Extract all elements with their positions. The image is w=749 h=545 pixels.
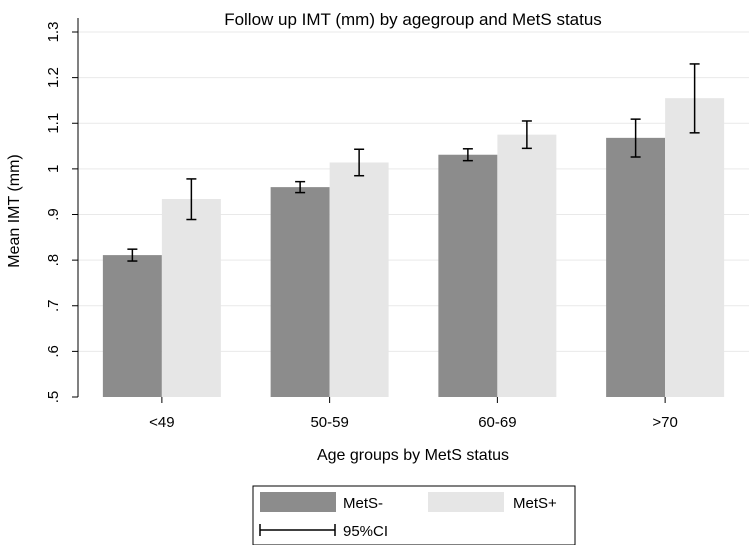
error-bars	[127, 63, 700, 262]
y-tick-label: 1	[45, 165, 62, 173]
bar	[606, 137, 666, 397]
chart-title: Follow up IMT (mm) by agegroup and MetS …	[224, 10, 602, 29]
legend-ci-symbol	[259, 524, 336, 536]
bars	[102, 98, 725, 397]
bar	[329, 162, 389, 397]
y-tick-label: .8	[45, 254, 62, 267]
y-ticks: .5 .6 .7 .8 .9 1 1.1 1.2 1.3	[45, 22, 78, 404]
legend-label-mets-plus: MetS+	[513, 495, 557, 512]
y-axis-label: Mean IMT (mm)	[6, 154, 23, 267]
bar	[270, 187, 330, 397]
legend-swatch-mets-minus	[260, 492, 336, 512]
x-ticks: <49 50-59 60-69 >70	[149, 397, 678, 431]
y-tick-label: .6	[45, 345, 62, 358]
y-tick-label: .5	[45, 391, 62, 404]
y-tick-label: 1.3	[45, 22, 62, 43]
y-tick-label: .9	[45, 208, 62, 221]
bar	[161, 198, 221, 397]
y-tick-label: 1.2	[45, 67, 62, 88]
bar	[497, 134, 557, 397]
x-axis-label: Age groups by MetS status	[317, 447, 509, 464]
bar	[102, 255, 162, 397]
legend: MetS- MetS+ 95%CI	[252, 485, 576, 545]
x-tick-label: 60-69	[478, 414, 516, 431]
bar	[665, 98, 725, 397]
y-tick-label: .7	[45, 299, 62, 312]
legend-label-ci: 95%CI	[343, 523, 388, 540]
bar	[438, 154, 498, 397]
legend-label-mets-minus: MetS-	[343, 495, 383, 512]
x-tick-label: 50-59	[310, 414, 348, 431]
x-tick-label: >70	[652, 414, 677, 431]
legend-swatch-mets-plus	[428, 492, 504, 512]
y-tick-label: 1.1	[45, 113, 62, 134]
x-tick-label: <49	[149, 414, 174, 431]
